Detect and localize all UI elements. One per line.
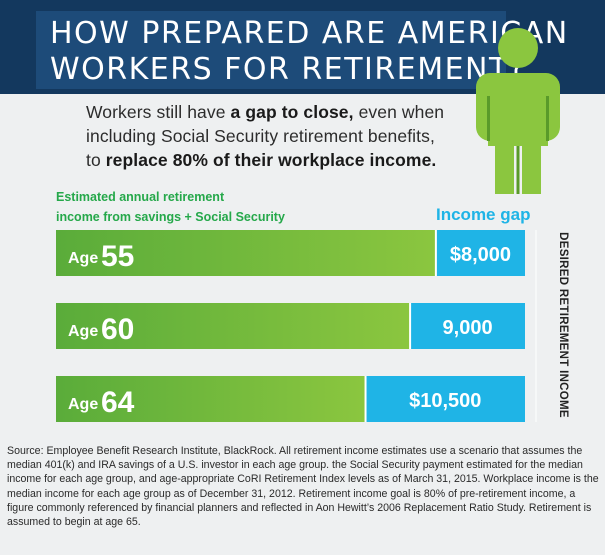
title-panel xyxy=(36,11,506,89)
age-prefix-label: Age xyxy=(68,250,98,267)
income-gap-value-label: $8,000 xyxy=(450,244,511,266)
bar-income-gap-age-64 xyxy=(365,376,525,422)
legend-estimated-line-1: Estimated annual retirement xyxy=(56,190,225,204)
bar-income-gap-age-60 xyxy=(410,303,525,349)
legend-estimated-line-2: income from savings + Social Security xyxy=(56,210,285,224)
desired-retirement-income-label: DESIRED RETIREMENT INCOME xyxy=(557,232,569,418)
bar-estimated-income-age-55 xyxy=(56,230,436,276)
age-prefix-label: Age xyxy=(68,323,98,340)
income-gap-value-label: $10,500 xyxy=(409,390,481,412)
age-number-label: 64 xyxy=(101,386,135,419)
subtitle-line-3: to replace 80% of their workplace income… xyxy=(86,150,437,170)
subtitle-line-2: including Social Security retirement ben… xyxy=(86,126,435,146)
bar-income-gap-age-55 xyxy=(435,230,525,276)
income-gap-value-label: 9,000 xyxy=(443,317,493,339)
source-note: Source: Employee Benefit Research Instit… xyxy=(7,445,599,529)
legend-income-gap: Income gap xyxy=(436,205,531,224)
page-title-line-2: WORKERS FOR RETIREMENT? xyxy=(50,52,527,87)
page-title-line-1: HOW PREPARED ARE AMERICAN xyxy=(50,16,569,51)
person-icon xyxy=(476,28,560,194)
age-number-label: 60 xyxy=(101,313,134,346)
bar-estimated-income-age-64 xyxy=(56,376,366,422)
age-number-label: 55 xyxy=(101,240,134,273)
bar-estimated-income-age-60 xyxy=(56,303,411,349)
subtitle-line-1: Workers still have a gap to close, even … xyxy=(86,102,445,122)
age-prefix-label: Age xyxy=(68,396,98,413)
